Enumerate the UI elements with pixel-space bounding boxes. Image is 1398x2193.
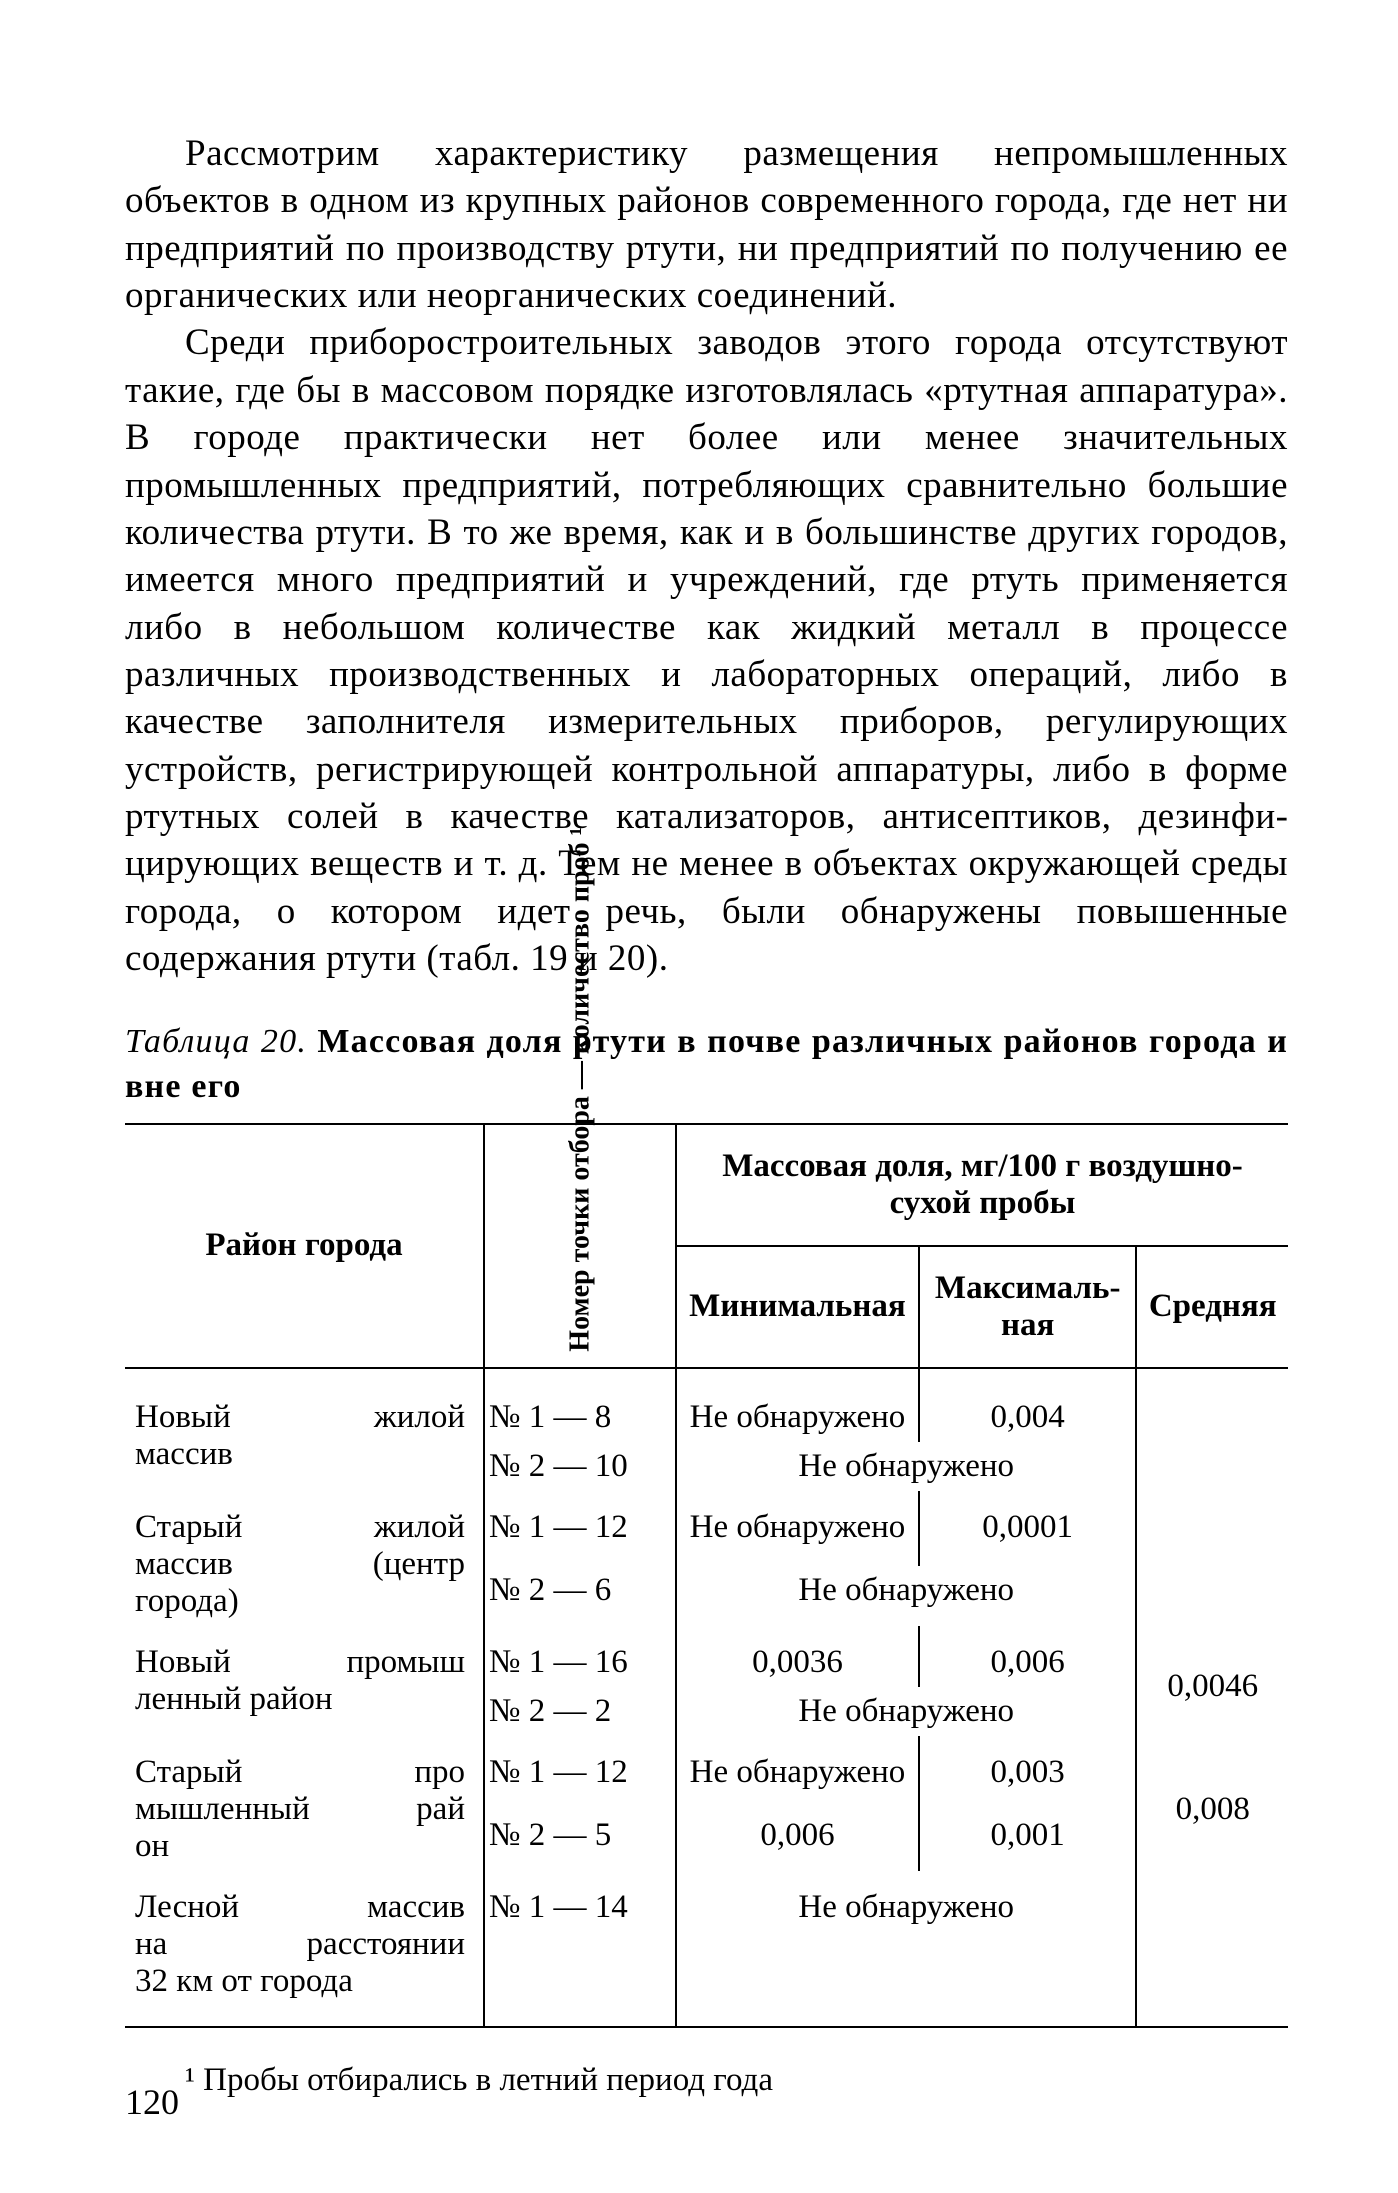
max-cell: 0,004 xyxy=(919,1368,1137,1442)
table-footnote: ¹ Пробы отбирались в летний период года xyxy=(125,2062,1288,2099)
district-line: ленный район xyxy=(135,1681,465,1718)
min-cell: 0,0036 xyxy=(676,1626,919,1687)
avg-cell xyxy=(1136,1871,1288,2026)
header-sample: Номер точки отбора — коли­чество проб ¹ xyxy=(484,1125,676,1368)
sample-cell: № 2 — 6 xyxy=(484,1566,676,1626)
max-cell: 0,0001 xyxy=(919,1491,1137,1566)
district-line: города) xyxy=(135,1583,465,1620)
min-cell: Не обнаружено xyxy=(676,1736,919,1811)
district-line: мышленный рай­ xyxy=(135,1791,465,1828)
not-detected-cell: Не обнаружено xyxy=(676,1687,1136,1736)
header-sample-label: Номер точки отбора — коли­чество проб ¹ xyxy=(565,1142,594,1352)
table-header-row-1: Район города Номер точки отбора — коли­ч… xyxy=(125,1125,1288,1246)
min-cell: 0,006 xyxy=(676,1811,919,1871)
header-max: Максималь­ная xyxy=(919,1246,1137,1368)
table-caption: Таблица 20. Массовая доля ртути в почве … xyxy=(125,1020,1288,1108)
district-line: массив xyxy=(135,1436,465,1473)
soil-table: Район города Номер точки отбора — коли­ч… xyxy=(125,1125,1288,2026)
not-detected-cell: Не обнаружено xyxy=(676,1442,1136,1491)
header-min: Минимальная xyxy=(676,1246,919,1368)
max-cell: 0,006 xyxy=(919,1626,1137,1687)
header-mass-group: Массовая доля, мг/100 г воздушно-сухой п… xyxy=(676,1125,1288,1246)
header-district: Район города xyxy=(125,1125,484,1368)
table-label: Таблица 20. xyxy=(125,1023,307,1060)
district-line: Лесной массив xyxy=(135,1889,465,1926)
avg-cell: 0,0046 xyxy=(1136,1626,1288,1736)
header-avg: Средняя xyxy=(1136,1246,1288,1368)
paragraph-2: Среди приборостроительных заводов этого … xyxy=(125,319,1288,982)
district-cell: Новый жилой массив xyxy=(125,1368,484,1491)
table-row: Лесной массив на расстоянии 32 км от гор… xyxy=(125,1871,1288,2026)
sample-cell: № 2 — 5 xyxy=(484,1811,676,1871)
not-detected-cell: Не обнаружено xyxy=(676,1871,1136,2026)
max-cell: 0,001 xyxy=(919,1811,1137,1871)
sample-cell: № 1 — 12 xyxy=(484,1736,676,1811)
sample-cell: № 1 — 14 xyxy=(484,1871,676,2026)
district-cell: Старый жилой массив (центр города) xyxy=(125,1491,484,1626)
district-line: 32 км от города xyxy=(135,1963,465,2000)
table-20: Район города Номер точки отбора — коли­ч… xyxy=(125,1123,1288,2028)
paragraph-1: Рассмотрим характеристику размещения неп… xyxy=(125,130,1288,319)
min-cell: Не обнаружено xyxy=(676,1491,919,1566)
table-row: Новый жилой массив № 1 — 8 Не обнаружено… xyxy=(125,1368,1288,1442)
district-line: Новый промыш­ xyxy=(135,1644,465,1681)
sample-cell: № 1 — 16 xyxy=(484,1626,676,1687)
sample-cell: № 1 — 12 xyxy=(484,1491,676,1566)
header-district-label: Район города xyxy=(205,1227,402,1263)
district-line: Старый жилой xyxy=(135,1509,465,1546)
table-row: Старый про­ мышленный рай­ он № 1 — 12 Н… xyxy=(125,1736,1288,1811)
sample-cell: № 2 — 10 xyxy=(484,1442,676,1491)
sample-cell: № 2 — 2 xyxy=(484,1687,676,1736)
avg-cell: 0,008 xyxy=(1136,1736,1288,1871)
avg-cell xyxy=(1136,1368,1288,1491)
table-row: Новый промыш­ ленный район № 1 — 16 0,00… xyxy=(125,1626,1288,1687)
district-cell: Новый промыш­ ленный район xyxy=(125,1626,484,1736)
district-line: Старый про­ xyxy=(135,1754,465,1791)
not-detected-cell: Не обнаружено xyxy=(676,1566,1136,1626)
district-cell: Лесной массив на расстоянии 32 км от гор… xyxy=(125,1871,484,2026)
district-line: массив (центр xyxy=(135,1546,465,1583)
district-line: Новый жилой xyxy=(135,1399,465,1436)
page-number: 120 xyxy=(125,2081,179,2123)
district-cell: Старый про­ мышленный рай­ он xyxy=(125,1736,484,1871)
district-line: на расстоянии xyxy=(135,1926,465,1963)
sample-cell: № 1 — 8 xyxy=(484,1368,676,1442)
district-line: он xyxy=(135,1828,465,1865)
table-row: Старый жилой массив (центр города) № 1 —… xyxy=(125,1491,1288,1566)
max-cell: 0,003 xyxy=(919,1736,1137,1811)
min-cell: Не обнаружено xyxy=(676,1368,919,1442)
avg-cell xyxy=(1136,1491,1288,1626)
